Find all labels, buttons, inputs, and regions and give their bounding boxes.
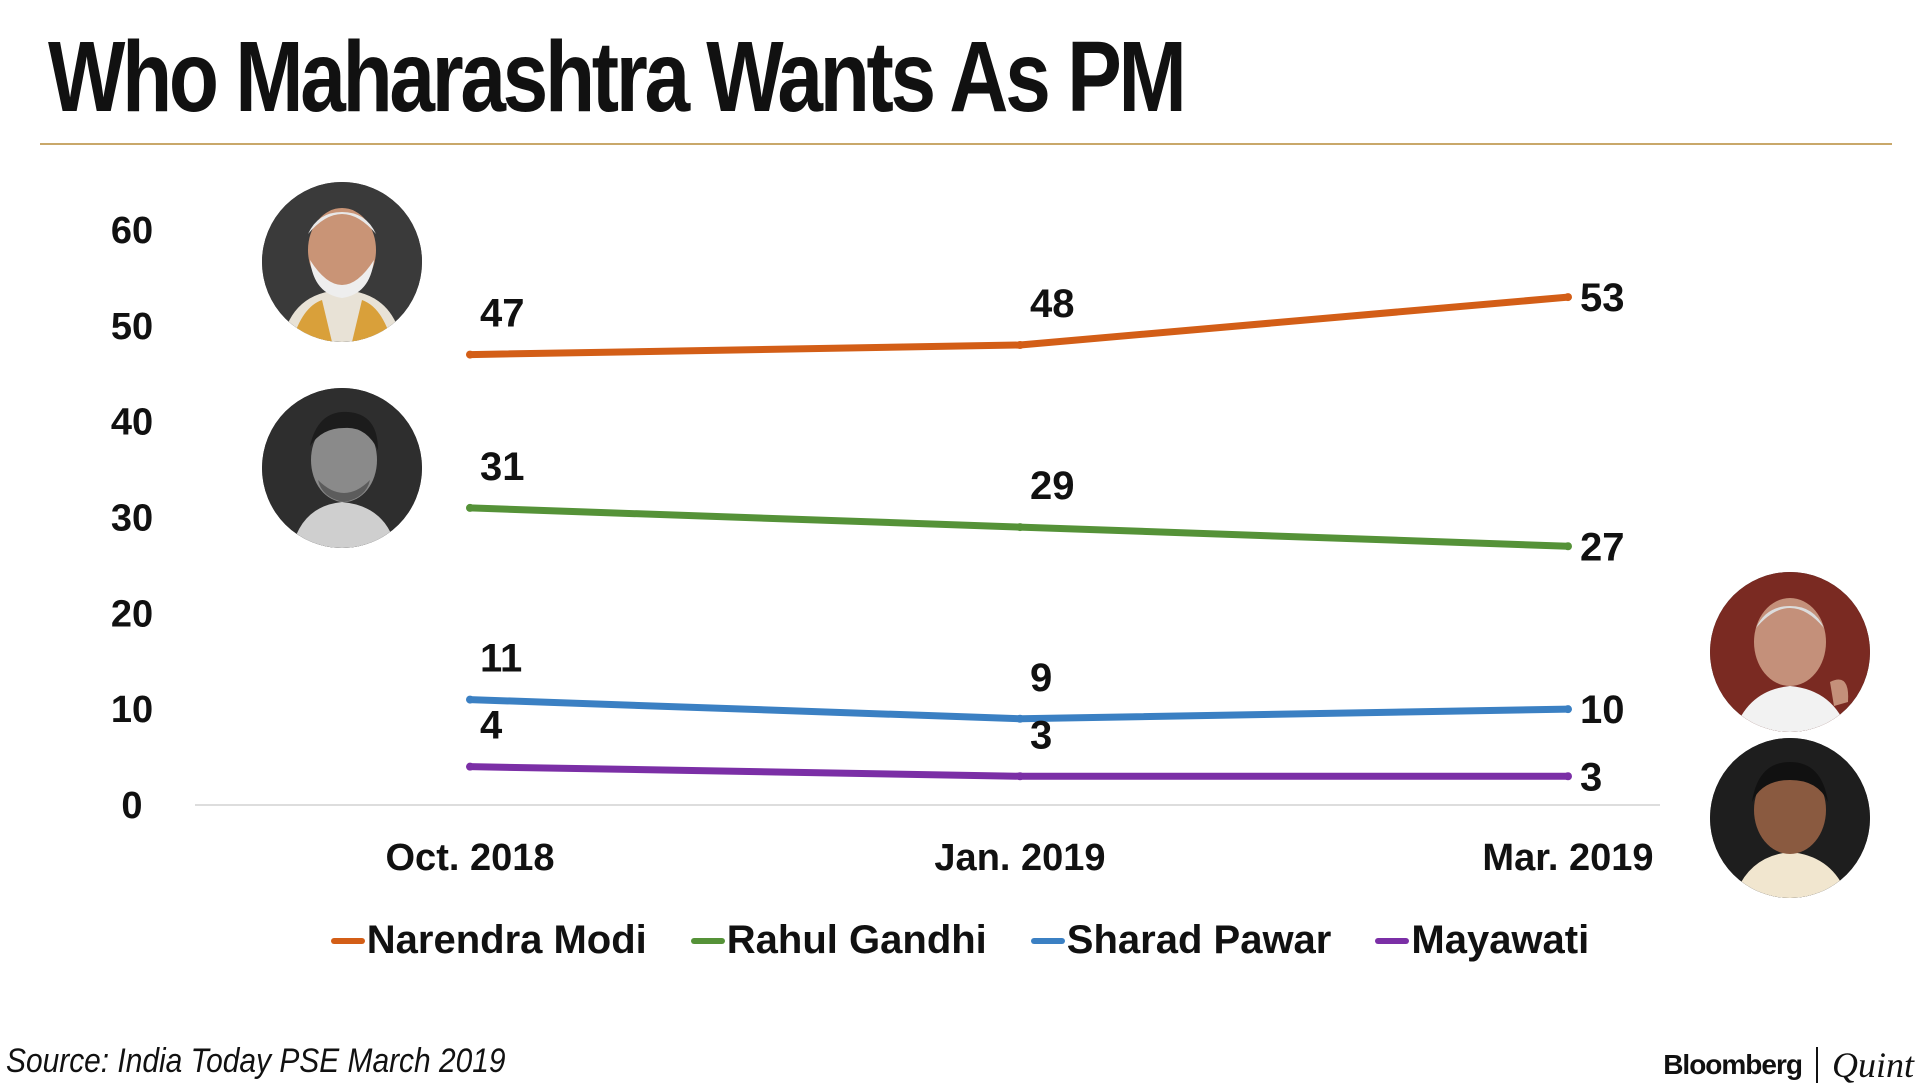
rahul-gandhi-portrait	[262, 388, 422, 548]
legend-label-rahul-gandhi: Rahul Gandhi	[726, 918, 987, 962]
data-label-sharad-pawar: 11	[480, 637, 522, 681]
data-label-mayawati: 3	[1030, 713, 1052, 757]
data-point-sharad-pawar	[1016, 714, 1024, 723]
x-axis: Oct. 2018 Jan. 2019 Mar. 2019	[386, 837, 1654, 879]
y-tick-label: 60	[111, 210, 153, 252]
data-point-narendra-modi	[1016, 341, 1024, 349]
y-axis: 0 10 20 30 40 50 60	[111, 210, 153, 827]
legend-swatch-narendra-modi	[330, 937, 365, 944]
data-point-mayawati	[1016, 772, 1024, 781]
data-label-narendra-modi: 53	[1580, 276, 1625, 320]
legend-label-mayawati: Mayawati	[1411, 918, 1590, 962]
legend-item-narendra-modi: Narendra Modi	[330, 918, 647, 963]
data-point-narendra-modi	[1564, 293, 1572, 302]
data-point-sharad-pawar	[466, 695, 474, 704]
y-tick-label: 30	[111, 498, 153, 540]
data-point-mayawati	[466, 762, 474, 771]
x-tick-label-oct-2018: Oct. 2018	[386, 837, 555, 879]
data-point-narendra-modi	[466, 350, 474, 359]
series-lines	[466, 293, 1572, 781]
legend-label-sharad-pawar: Sharad Pawar	[1066, 918, 1332, 962]
x-tick-label-mar-2019: Mar. 2019	[1482, 837, 1653, 879]
sharad-pawar-portrait	[1710, 572, 1870, 732]
data-label-narendra-modi: 47	[480, 292, 525, 336]
page-title: Who Maharashtra Wants As PM	[48, 21, 1187, 133]
brand-bloomberg: Bloomberg	[1663, 1049, 1803, 1080]
legend-swatch-rahul-gandhi	[690, 937, 725, 944]
legend-item-sharad-pawar: Sharad Pawar	[1030, 918, 1332, 963]
title-rule	[40, 143, 1892, 145]
y-tick-label: 20	[111, 593, 153, 635]
data-labels: 47 48 53 31 29 27 11 9 10 4 3 3	[480, 276, 1625, 799]
legend-item-mayawati: Mayawati	[1375, 918, 1589, 963]
brand-quint: Quint	[1831, 1045, 1914, 1085]
data-label-rahul-gandhi: 29	[1030, 464, 1075, 508]
data-point-rahul-gandhi	[1016, 523, 1024, 532]
legend-item-rahul-gandhi: Rahul Gandhi	[690, 918, 987, 963]
line-chart: 0 10 20 30 40 50 60 Oct. 2018 Jan. 2019 Mar. 201…	[111, 210, 1660, 879]
brand-separator	[1815, 1047, 1818, 1083]
chart-legend: Narendra Modi Rahul Gandhi Sharad Pawar …	[0, 918, 1920, 963]
x-tick-label-jan-2019: Jan. 2019	[934, 837, 1105, 879]
y-tick-label: 0	[121, 785, 142, 827]
legend-swatch-sharad-pawar	[1030, 937, 1065, 944]
brand-logo: Bloomberg Quint	[1663, 1044, 1914, 1086]
data-point-rahul-gandhi	[466, 503, 474, 512]
data-label-rahul-gandhi: 27	[1580, 525, 1625, 569]
data-point-mayawati	[1564, 772, 1572, 781]
y-tick-label: 40	[111, 402, 153, 444]
data-point-rahul-gandhi	[1564, 542, 1572, 551]
data-label-sharad-pawar: 9	[1030, 656, 1052, 700]
y-tick-label: 50	[111, 306, 153, 348]
data-point-sharad-pawar	[1564, 705, 1572, 714]
legend-label-narendra-modi: Narendra Modi	[366, 918, 647, 962]
data-label-sharad-pawar: 10	[1580, 688, 1625, 732]
data-label-mayawati: 4	[480, 704, 503, 748]
mayawati-portrait	[1710, 738, 1870, 898]
source-note: Source: India Today PSE March 2019	[6, 1042, 506, 1080]
data-label-mayawati: 3	[1580, 755, 1602, 799]
data-label-narendra-modi: 48	[1030, 282, 1075, 326]
legend-swatch-mayawati	[1375, 937, 1410, 944]
narendra-modi-portrait	[262, 182, 422, 342]
data-label-rahul-gandhi: 31	[480, 445, 525, 489]
y-tick-label: 10	[111, 689, 153, 731]
